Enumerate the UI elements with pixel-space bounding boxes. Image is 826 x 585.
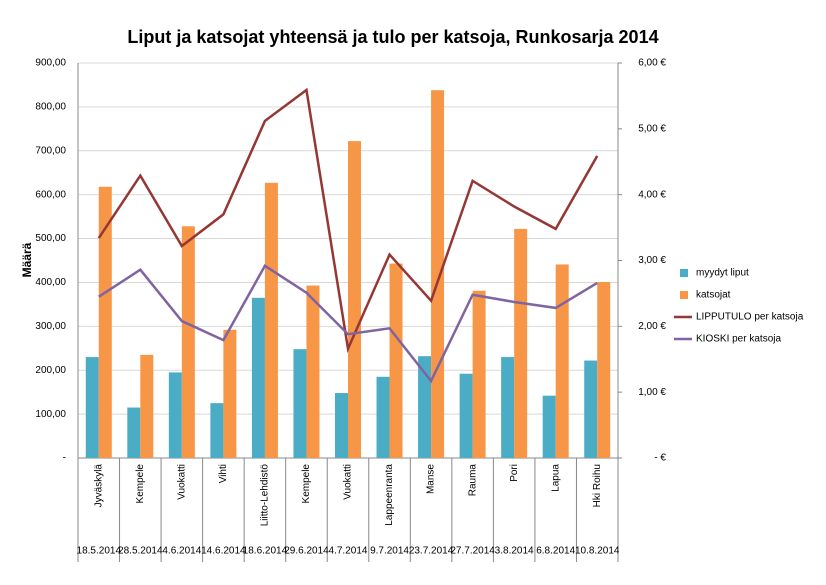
bar	[306, 285, 320, 458]
y-tick-label: 700,00	[35, 145, 66, 156]
y2-tick-label: 4,00 €	[638, 189, 666, 200]
x-tick-label: Vihti	[218, 464, 229, 483]
y-tick-label: 600,00	[35, 189, 66, 200]
bar	[293, 349, 307, 458]
legend-label: myydyt liput	[696, 268, 749, 279]
x-date-label: 4.7.2014	[329, 546, 368, 557]
bar	[501, 357, 515, 458]
x-date-label: 3.8.2014	[495, 546, 534, 557]
y-tick-label: 300,00	[35, 321, 66, 332]
bar	[251, 297, 265, 458]
y2-tick-label: 5,00 €	[638, 123, 666, 134]
bar	[542, 395, 556, 458]
bar	[348, 141, 361, 458]
y-tick-label: 400,00	[35, 277, 66, 288]
bar	[514, 228, 528, 458]
x-tick-label: Kempele	[135, 464, 146, 504]
y-axis-label: Määrä	[20, 242, 34, 277]
bar	[181, 226, 195, 458]
x-tick-label: Liitto-Lehdistö	[260, 464, 271, 527]
legend-label: LIPPUTULO per katsoja	[696, 312, 804, 323]
bar	[127, 407, 141, 458]
line	[97, 87, 599, 354]
line	[98, 263, 598, 384]
bar	[85, 357, 99, 458]
x-tick-label: Lappeenranta	[384, 464, 395, 526]
x-date-label: 28.5.2014	[118, 546, 163, 557]
bar	[168, 372, 182, 458]
bar	[459, 373, 473, 458]
x-tick-label: Kempele	[301, 464, 312, 504]
x-tick-label: Vuokatti	[176, 464, 187, 500]
bar	[210, 403, 224, 458]
y2-tick-label: 1,00 €	[638, 387, 666, 398]
bar	[389, 263, 403, 458]
x-date-label: 4.6.2014	[162, 546, 201, 557]
y-tick-label: -	[63, 453, 66, 464]
x-tick-label: Vuokatti	[343, 464, 354, 500]
x-tick-label: Pori	[509, 464, 520, 482]
y-tick-label: 200,00	[35, 365, 66, 376]
y2-tick-label: - €	[654, 453, 666, 464]
x-date-label: 18.6.2014	[243, 546, 288, 557]
legend-label: katsojat	[696, 290, 731, 301]
x-tick-label: Rauma	[467, 464, 478, 497]
x-date-label: 10.8.2014	[575, 546, 620, 557]
bar	[431, 90, 445, 458]
x-date-label: 14.6.2014	[201, 546, 246, 557]
bar	[140, 354, 154, 458]
bar	[98, 186, 112, 458]
x-date-label: 23.7.2014	[409, 546, 454, 557]
y-tick-label: 500,00	[35, 233, 66, 244]
x-date-label: 9.7.2014	[370, 546, 409, 557]
y2-tick-label: 6,00 €	[638, 58, 666, 69]
bar	[264, 182, 278, 459]
x-tick-label: Jyväskylä	[93, 464, 104, 508]
legend-label: KIOSKI per katsoja	[696, 334, 781, 345]
bar	[335, 393, 348, 458]
y-tick-label: 100,00	[35, 409, 66, 420]
y-tick-label: 800,00	[35, 102, 66, 113]
x-date-label: 6.8.2014	[536, 546, 575, 557]
x-date-label: 18.5.2014	[77, 546, 122, 557]
bar	[418, 356, 432, 458]
bar	[472, 290, 486, 458]
bar	[597, 282, 611, 458]
x-date-label: 29.6.2014	[284, 546, 329, 557]
y-tick-label: 900,00	[35, 58, 66, 69]
chart-title: Liput ja katsojat yhteensä ja tulo per k…	[127, 27, 658, 47]
bar	[376, 376, 390, 458]
y2-tick-label: 3,00 €	[638, 255, 666, 266]
bar	[584, 360, 598, 458]
x-date-label: 27.7.2014	[450, 546, 495, 557]
bar	[555, 264, 569, 458]
legend-swatch	[680, 269, 688, 277]
legend-swatch	[680, 291, 688, 299]
x-tick-label: Manse	[426, 464, 437, 494]
x-tick-label: Lapua	[550, 464, 561, 492]
x-tick-label: Hki Roihu	[592, 464, 603, 507]
y2-tick-label: 2,00 €	[638, 321, 666, 332]
bar	[223, 329, 237, 458]
